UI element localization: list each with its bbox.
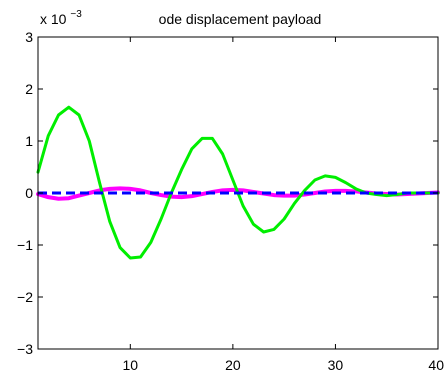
- y-tick-label: 3: [25, 29, 33, 45]
- x-tick-label: 40: [428, 357, 444, 373]
- y-axis-multiplier: x 10 −3: [40, 9, 82, 27]
- y-tick-label: −3: [17, 341, 33, 357]
- series-layer: [36, 105, 440, 260]
- y-tick-label: 2: [25, 81, 33, 97]
- y-axis-multiplier-base: x 10: [40, 11, 67, 27]
- y-axis-multiplier-exponent: −3: [70, 9, 82, 20]
- y-tick-label: 1: [25, 133, 33, 149]
- y-tick-label: −1: [17, 237, 33, 253]
- x-tick-layer: 10 20 30 40: [123, 37, 444, 373]
- x-tick-label: 10: [123, 357, 139, 373]
- x-tick-label: 20: [225, 357, 241, 373]
- chart-title: ode displacement payload: [159, 11, 322, 27]
- y-tick-label: 0: [25, 185, 33, 201]
- x-tick-label: 30: [328, 357, 344, 373]
- y-tick-label: −2: [17, 289, 33, 305]
- y-tick-layer: 3 2 1 0 −1 −2 −3: [17, 29, 438, 357]
